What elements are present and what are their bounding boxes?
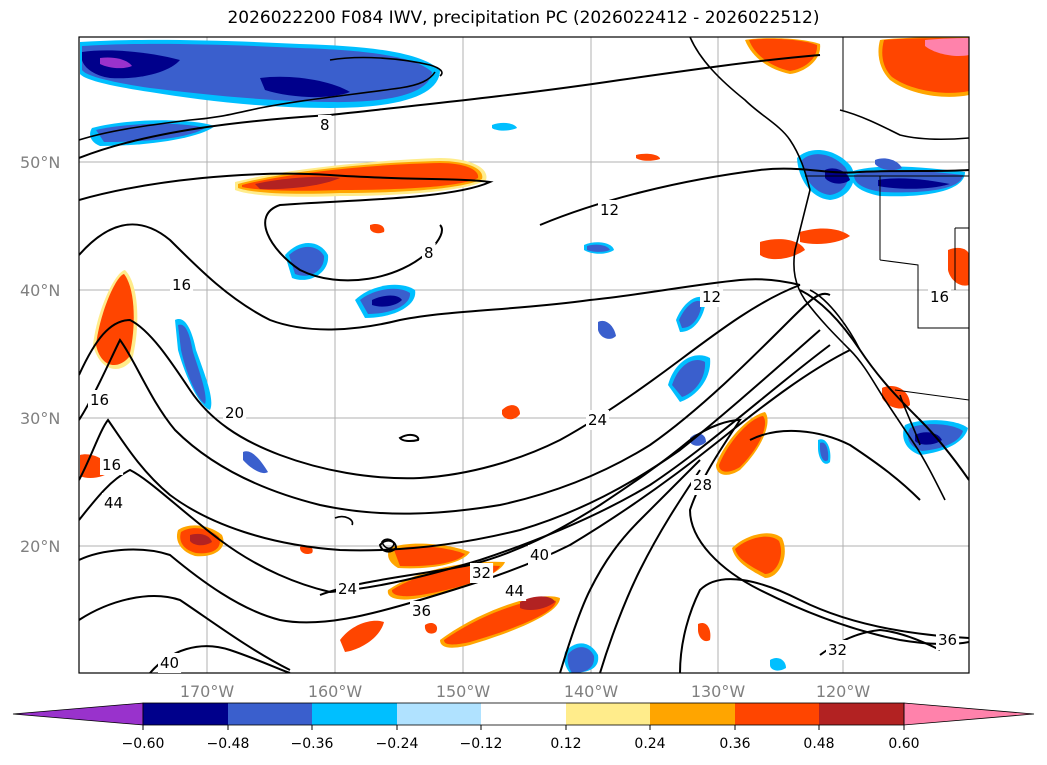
lon-label: 170°W	[180, 682, 235, 701]
contour-label: 44	[505, 582, 524, 600]
colorbar-tick: −0.48	[207, 736, 250, 752]
latitude-labels: 50°N 40°N 30°N 20°N	[20, 153, 60, 556]
contour-label: 28	[693, 476, 712, 494]
contour-label: 32	[472, 564, 491, 582]
contour-label-halo	[318, 115, 332, 135]
contour-label: 24	[338, 580, 357, 598]
contour-label-halo	[928, 287, 952, 307]
contour-label-halo	[223, 403, 247, 423]
lat-label: 40°N	[20, 281, 60, 300]
contour-label: 32	[828, 641, 847, 659]
contour-label: 40	[530, 546, 549, 564]
colorbar-tick: −0.12	[460, 736, 503, 752]
contour-label: 16	[102, 456, 121, 474]
colorbar-tick: 0.12	[550, 736, 581, 752]
contour-label: 20	[225, 404, 244, 422]
lat-label: 30°N	[20, 409, 60, 428]
contour-label-halo	[100, 455, 124, 475]
map-background	[79, 37, 969, 673]
contour-label-halo	[936, 630, 960, 650]
contour-label: 16	[90, 391, 109, 409]
contour-label-halo	[422, 243, 436, 263]
contour-label-halo	[528, 545, 552, 565]
colorbar-tick: −0.36	[291, 736, 334, 752]
colorbar-frame	[142, 702, 905, 726]
colorbar-segment	[735, 703, 819, 725]
contour-label: 12	[600, 201, 619, 219]
contour-label-halo	[470, 563, 494, 583]
colorbar-segment	[650, 703, 735, 725]
contour-label: 16	[930, 288, 949, 306]
iwv-contours	[79, 54, 969, 673]
coastlines	[79, 37, 969, 550]
colorbar-segment	[228, 703, 312, 725]
colorbar-extend-low	[12, 702, 144, 726]
contour-label: 8	[424, 244, 434, 262]
contour-label: 36	[412, 602, 431, 620]
longitude-labels: 170°W 160°W 150°W 140°W 130°W 120°W	[180, 682, 871, 701]
colorbar: −0.60 −0.48 −0.36 −0.24 −0.12 0.12 0.24 …	[12, 702, 1035, 752]
colorbar-tick: 0.48	[803, 736, 834, 752]
contour-label: 24	[588, 411, 607, 429]
colorbar-segment	[481, 703, 566, 725]
contour-label-halo	[586, 410, 610, 430]
contour-labels: 8 8 12 12 16 16 16 20 24 24 28 32 32 36 …	[88, 115, 960, 673]
contour-label-halo	[503, 581, 527, 601]
contour-label: 12	[702, 288, 721, 306]
contour-label-halo	[410, 601, 434, 621]
colorbar-tick: 0.24	[634, 736, 665, 752]
colorbar-tick: 0.60	[888, 736, 919, 752]
colorbar-tick: 0.36	[719, 736, 750, 752]
lon-label: 140°W	[564, 682, 619, 701]
lon-label: 130°W	[691, 682, 746, 701]
contour-label-halo	[691, 475, 715, 495]
contour-label-halo	[336, 579, 360, 599]
contour-label-halo	[170, 275, 194, 295]
contour-label: 8	[320, 116, 330, 134]
lon-label: 120°W	[816, 682, 871, 701]
lon-label: 160°W	[308, 682, 363, 701]
figure-title: 2026022200 F084 IWV, precipitation PC (2…	[227, 8, 820, 28]
political-borders	[805, 37, 969, 401]
map-frame	[78, 36, 970, 674]
contour-label-halo	[700, 287, 724, 307]
colorbar-segment	[143, 703, 228, 725]
colorbar-tick: −0.60	[122, 736, 165, 752]
lat-label: 50°N	[20, 153, 60, 172]
contour-label: 44	[104, 494, 123, 512]
contour-label-halo	[598, 200, 622, 220]
colorbar-segment	[566, 703, 650, 725]
colorbar-segment	[312, 703, 397, 725]
contour-label-halo	[102, 493, 126, 513]
contour-label-halo	[826, 640, 850, 660]
contour-label: 40	[160, 654, 179, 672]
contour-label-halo	[88, 390, 112, 410]
contour-label: 16	[172, 276, 191, 294]
colorbar-extend-high	[903, 702, 1035, 726]
colorbar-segment	[819, 703, 904, 725]
contour-label: 36	[938, 631, 957, 649]
colorbar-tick: −0.24	[376, 736, 419, 752]
lat-label: 20°N	[20, 537, 60, 556]
contour-label-halo	[158, 653, 182, 673]
colorbar-segment	[397, 703, 481, 725]
lon-label: 150°W	[436, 682, 491, 701]
